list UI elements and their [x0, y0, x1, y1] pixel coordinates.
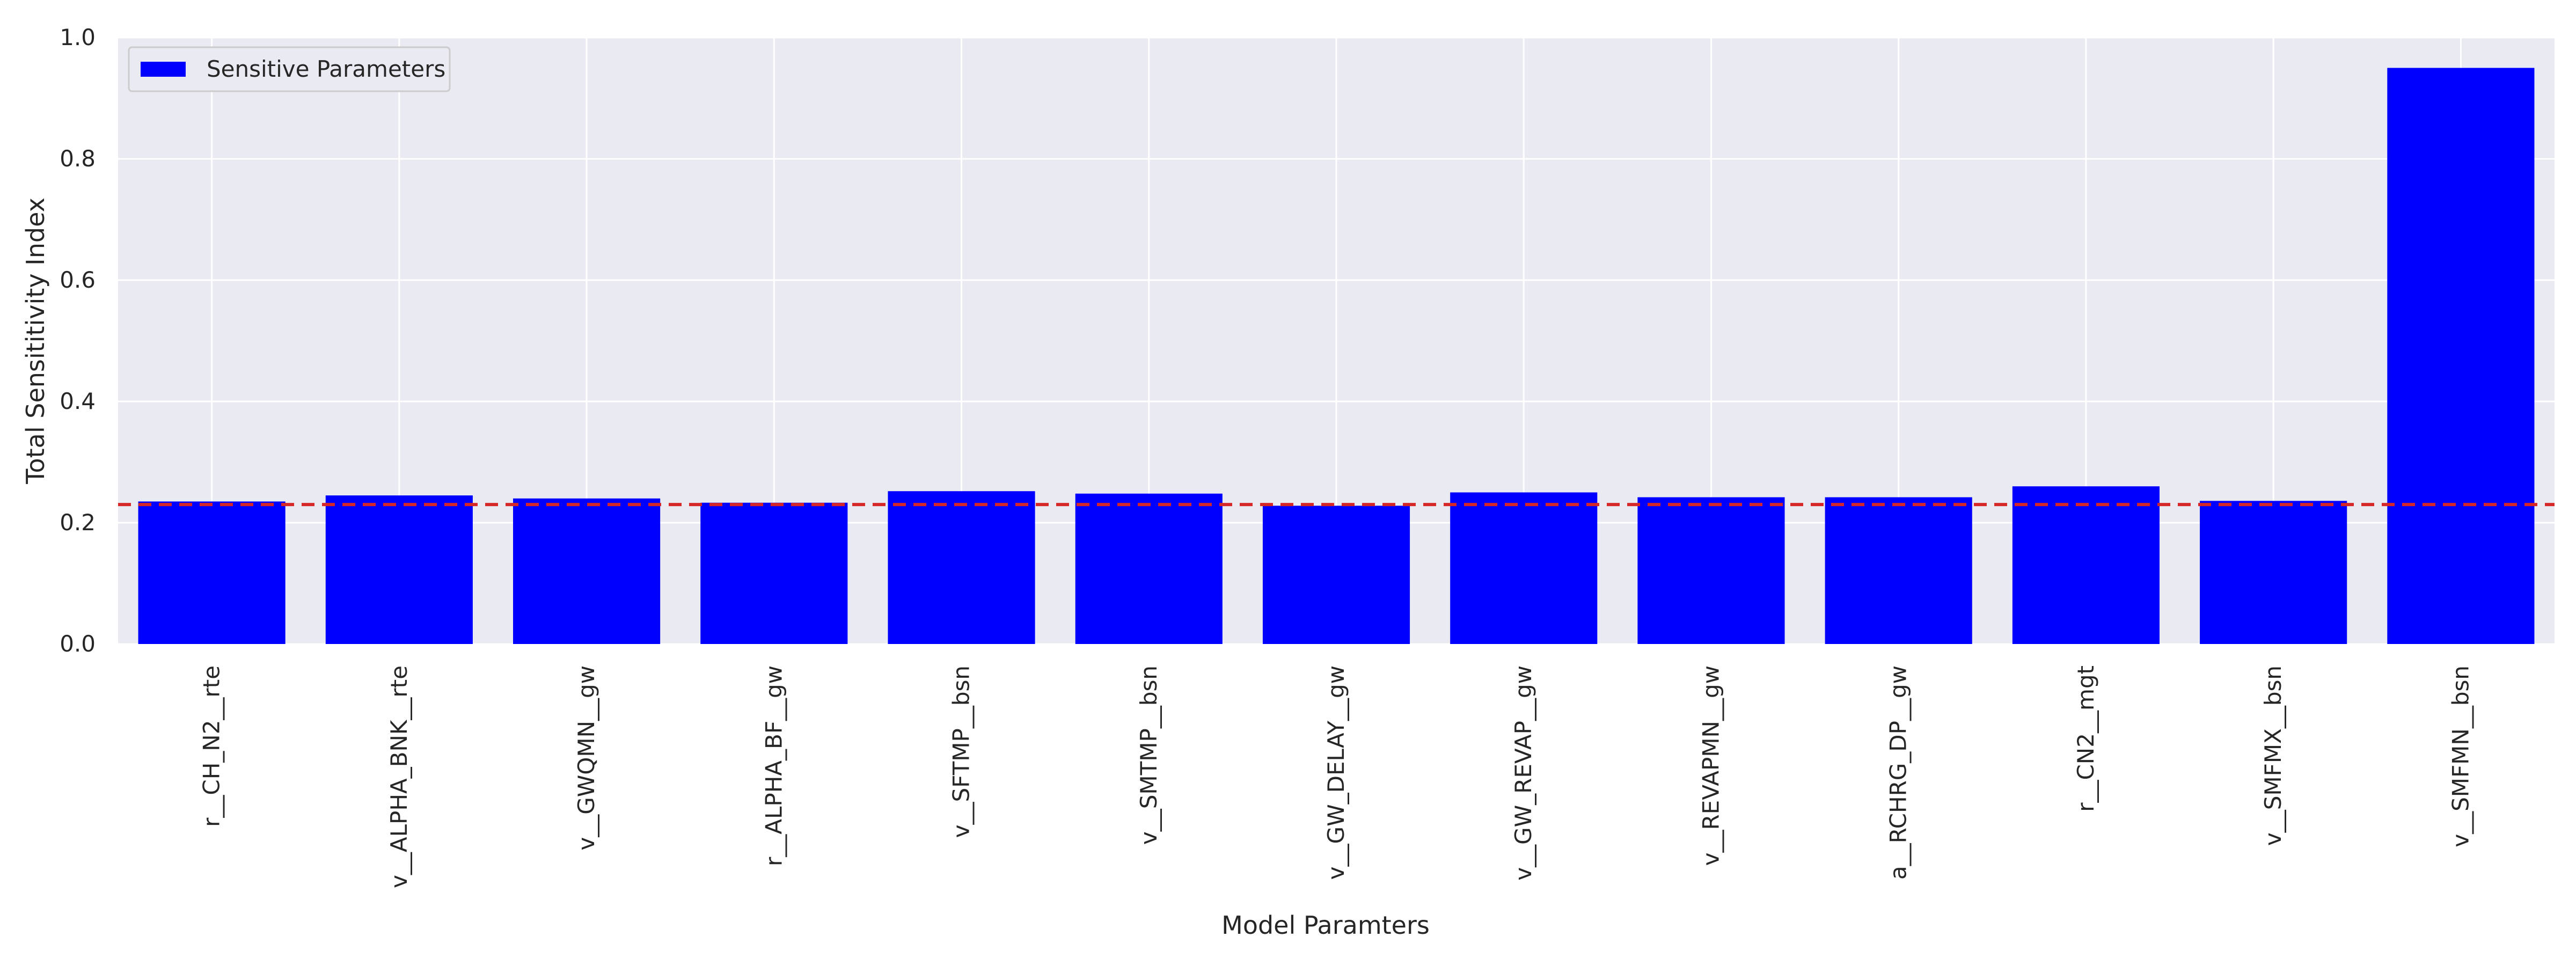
- bar: [513, 498, 661, 644]
- bar: [1825, 497, 1972, 644]
- bar: [1262, 506, 1410, 644]
- y-tick-label: 0.0: [60, 631, 96, 657]
- x-tick-label: v__SFTMP__bsn: [948, 665, 975, 838]
- bar: [138, 501, 286, 644]
- y-tick-label: 0.8: [60, 145, 96, 172]
- bar: [700, 502, 848, 644]
- x-tick-label: v__GWQMN__gw: [573, 665, 599, 851]
- bar: [2012, 486, 2160, 644]
- legend-box: [128, 46, 451, 92]
- x-tick-label: v__GW_REVAP__gw: [1510, 665, 1536, 881]
- x-tick-label: v__SMTMP__bsn: [1136, 665, 1162, 845]
- x-axis-ticks: r__CH_N2__rte v__ALPHA_BNK__rte v__GWQMN__…: [199, 665, 2474, 888]
- x-tick-label: r__CN2__mgt: [2073, 665, 2099, 812]
- bar: [1075, 493, 1223, 644]
- bar: [2200, 501, 2347, 644]
- x-tick-label: v__ALPHA_BNK__rte: [386, 665, 412, 888]
- x-tick-label: v__GW_DELAY__gw: [1323, 665, 1349, 880]
- legend-swatch: [141, 62, 186, 77]
- bar: [325, 495, 473, 644]
- x-axis-title: Model Paramters: [1221, 911, 1430, 940]
- x-tick-label: v__SMFMX__bsn: [2260, 665, 2286, 846]
- x-tick-label: v__REVAPMN__gw: [1697, 665, 1724, 866]
- y-tick-label: 0.4: [60, 388, 96, 414]
- x-tick-label: r__CH_N2__rte: [199, 665, 225, 827]
- bar: [1637, 497, 1785, 644]
- y-tick-label: 0.2: [60, 509, 96, 536]
- y-axis-title: Total Sensititivity Index: [21, 197, 50, 485]
- legend: Sensitive Parameters: [128, 46, 451, 92]
- bars: [138, 68, 2535, 644]
- y-axis-ticks: 0.0 0.2 0.4 0.6 0.8 1.0: [60, 24, 96, 657]
- x-tick-label: r__ALPHA_BF__gw: [760, 665, 787, 866]
- bar: [888, 491, 1035, 644]
- x-tick-label: v__SMFMN__bsn: [2447, 665, 2473, 847]
- legend-label: Sensitive Parameters: [207, 56, 445, 82]
- bar: [2387, 68, 2535, 644]
- x-tick-label: a__RCHRG_DP__gw: [1885, 665, 1912, 880]
- y-tick-label: 0.6: [60, 267, 96, 293]
- bar: [1450, 492, 1598, 644]
- y-tick-label: 1.0: [60, 24, 96, 50]
